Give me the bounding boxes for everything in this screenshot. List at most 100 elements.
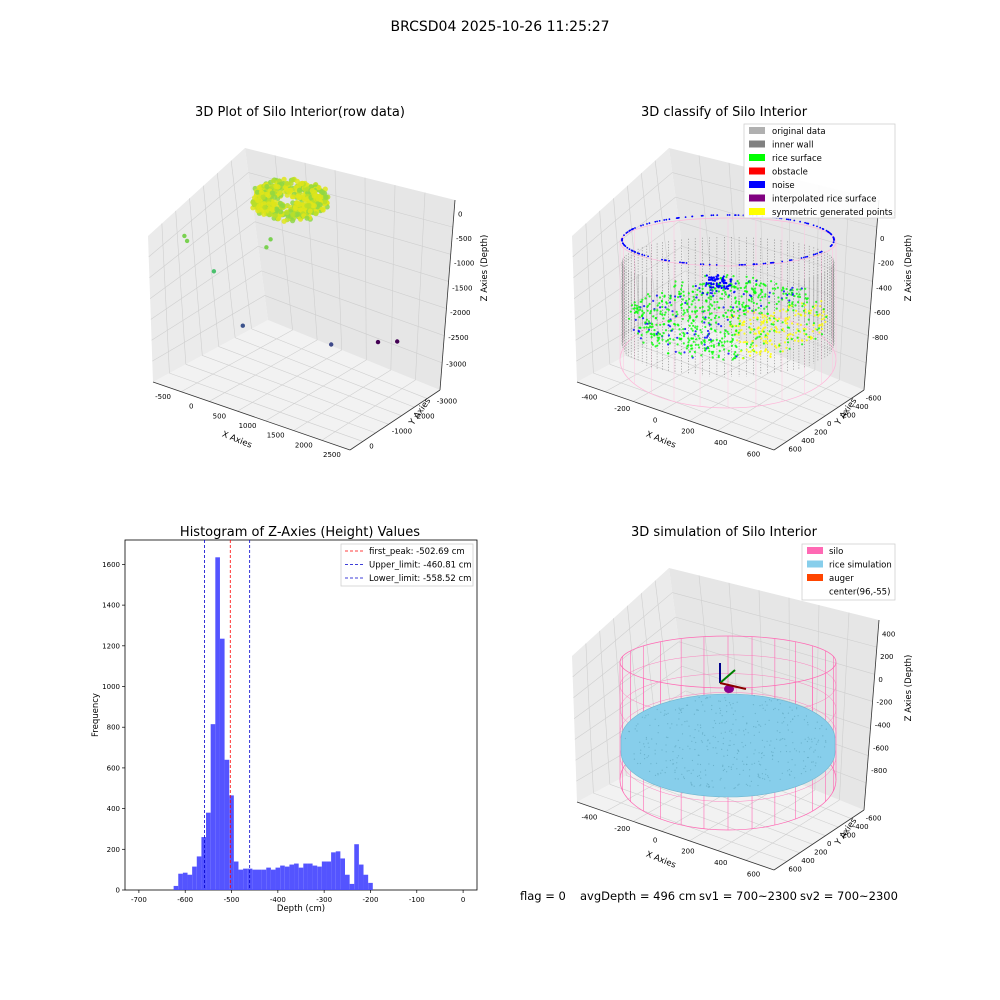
classified-point	[785, 317, 788, 320]
wall-grid-line	[149, 196, 252, 278]
rice-simulation-point	[763, 746, 766, 748]
classified-point	[728, 316, 731, 319]
rice-simulation-point	[736, 758, 738, 760]
classified-point	[821, 314, 824, 317]
histogram-bar	[340, 858, 345, 890]
classified-point	[803, 332, 806, 335]
histogram-bar	[368, 882, 373, 890]
classified-point	[650, 341, 654, 344]
classified-point	[697, 334, 700, 337]
classified-point	[703, 336, 707, 339]
rice-simulation-point	[739, 773, 741, 776]
classified-point	[790, 291, 794, 294]
rice-simulation-point	[825, 728, 827, 730]
classified-point	[719, 331, 722, 334]
rice-simulation-point	[677, 739, 679, 741]
classified-point	[651, 343, 655, 346]
rice-simulation-point	[804, 738, 806, 740]
noise-point	[628, 248, 631, 251]
classified-point	[699, 328, 702, 332]
rice-simulation-point	[633, 758, 636, 760]
rice-simulation-point	[738, 783, 740, 785]
classified-point	[742, 293, 745, 296]
noise-point	[816, 252, 818, 255]
classified-point	[786, 334, 789, 337]
rice-simulation-point	[697, 763, 699, 765]
rice-simulation-point	[656, 708, 658, 711]
classified-point	[694, 306, 697, 309]
noise-point	[762, 262, 765, 265]
classified-point	[682, 335, 686, 338]
y-tick-label: 1000	[102, 683, 120, 691]
rice-simulation-point	[707, 740, 709, 742]
noise-point	[623, 234, 625, 237]
raw-point	[262, 204, 268, 210]
rice-simulation-point	[800, 773, 803, 775]
raw-z-axis-label: Z Axies (Depth)	[480, 235, 490, 302]
classified-point	[713, 287, 717, 290]
z-axis-line	[863, 199, 880, 391]
raw-point	[294, 178, 300, 184]
rice-simulation-point	[745, 728, 747, 730]
raw-point	[267, 211, 273, 217]
rice-simulation-point	[684, 721, 686, 723]
classified-point	[639, 326, 642, 329]
classified-point	[738, 302, 741, 305]
rice-simulation-point	[761, 773, 764, 775]
rice-simulation-point	[754, 749, 756, 751]
classified-point	[660, 291, 664, 295]
raw-point	[255, 208, 261, 214]
classified-point	[805, 339, 808, 342]
rice-simulation-point	[788, 768, 791, 771]
classified-point	[775, 327, 779, 330]
classified-point	[793, 294, 796, 298]
classified-point	[762, 339, 765, 342]
rice-simulation-point	[674, 709, 677, 711]
noise-point	[781, 260, 784, 263]
classified-point	[703, 339, 706, 342]
rice-simulation-point	[644, 717, 646, 719]
classified-point	[760, 320, 763, 323]
raw-outlier-point	[184, 238, 190, 244]
rice-simulation-point	[723, 768, 726, 770]
rice-simulation-point	[762, 707, 764, 709]
rice-simulation-point	[677, 755, 680, 757]
histogram-bar	[261, 869, 267, 890]
noise-point	[807, 222, 810, 225]
classified-point	[740, 295, 743, 298]
legend-label: rice surface	[772, 154, 822, 164]
classified-point	[722, 358, 725, 361]
wall-grid-line	[150, 246, 259, 320]
classified-point	[659, 323, 662, 326]
rice-simulation-point	[765, 773, 767, 775]
classified-point	[765, 316, 768, 319]
noise-point	[634, 227, 636, 229]
classified-point	[684, 301, 687, 304]
classified-point	[637, 309, 640, 312]
classified-point	[783, 319, 787, 322]
classified-point	[736, 309, 740, 312]
classified-point	[769, 314, 773, 317]
classified-point	[682, 290, 685, 293]
classified-point	[758, 331, 761, 335]
rice-simulation-point	[633, 753, 635, 755]
rice-simulation-point	[681, 733, 684, 735]
classified-point	[805, 323, 808, 326]
classified-point	[760, 304, 763, 307]
classified-point	[735, 355, 738, 358]
rice-simulation-point	[669, 727, 671, 729]
raw-point	[316, 185, 322, 191]
classified-point	[729, 309, 732, 312]
classified-point	[741, 321, 744, 324]
histogram-panel: Histogram of Z-Axies (Height) Values -70…	[91, 525, 478, 914]
rice-simulation-point	[706, 785, 708, 787]
classified-point	[712, 294, 715, 297]
classified-point	[751, 288, 754, 291]
noise-point	[626, 231, 629, 234]
classified-point	[719, 276, 722, 280]
rice-simulation-point	[762, 777, 764, 780]
rice-simulation-point	[794, 748, 796, 750]
rice-simulation-point	[657, 774, 659, 776]
classified-point	[670, 304, 673, 307]
rice-simulation-point	[676, 757, 678, 759]
